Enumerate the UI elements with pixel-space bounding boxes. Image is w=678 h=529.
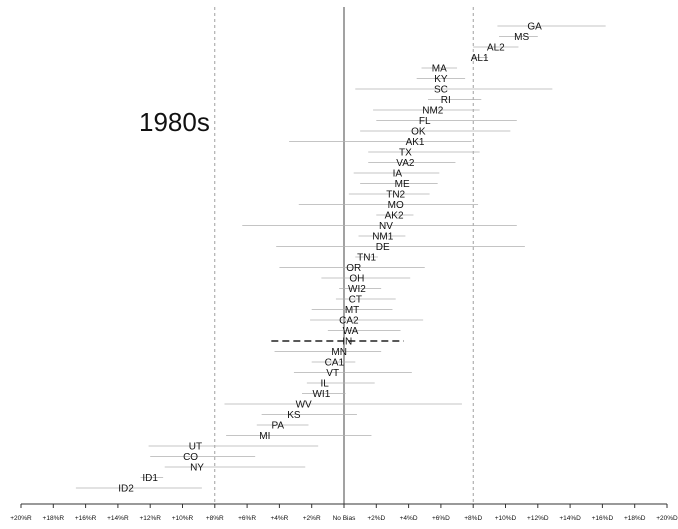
point-label-or: OR <box>346 263 361 274</box>
point-label-nv: NV <box>379 221 393 232</box>
point-label-mt: MT <box>345 305 359 316</box>
x-tick-label: +6%R <box>238 515 256 522</box>
x-tick-label: +6%D <box>432 515 450 522</box>
point-label-ca2: CA2 <box>339 316 359 327</box>
x-tick-label: +10%R <box>172 515 194 522</box>
x-tick-label: +2%R <box>303 515 321 522</box>
point-label-ca1: CA1 <box>325 358 345 369</box>
point-label-wi2: WI2 <box>348 284 366 295</box>
x-tick-label: +2%D <box>367 515 385 522</box>
point-label-fl: FL <box>419 116 431 127</box>
x-tick-label: +4%D <box>400 515 418 522</box>
point-label-ri: RI <box>441 95 451 106</box>
point-label-mi: MI <box>259 431 270 442</box>
x-tick-label: +14%R <box>107 515 129 522</box>
point-label-id2: ID2 <box>118 484 134 495</box>
point-label-ak2: AK2 <box>385 211 404 222</box>
x-tick-label: +10%D <box>495 515 517 522</box>
x-tick-label: +18%R <box>43 515 65 522</box>
x-tick-label: +12%R <box>139 515 161 522</box>
x-axis: +20%R +18%R +16%R +14%R +12%R +10%R +8%R +6%R +4… <box>10 503 678 522</box>
point-label-wv: WV <box>296 400 312 411</box>
point-label-tn2: TN2 <box>386 190 405 201</box>
point-label-in: IN <box>342 337 352 348</box>
x-tick-label: +14%D <box>559 515 581 522</box>
point-label-ct: CT <box>349 295 362 306</box>
point-label-ia: IA <box>393 169 403 180</box>
point-label-de: DE <box>376 242 390 253</box>
point-label-pa: PA <box>271 421 284 432</box>
point-label-ga: GA <box>527 22 542 33</box>
point-label-mo: MO <box>388 200 404 211</box>
x-tick-label: +18%D <box>624 515 646 522</box>
point-label-nm1: NM1 <box>372 232 394 243</box>
point-label-al2: AL2 <box>487 43 505 54</box>
point-label-ms: MS <box>514 32 529 43</box>
point-label-mn: MN <box>331 347 347 358</box>
point-label-ma: MA <box>432 64 447 75</box>
point-label-ny: NY <box>190 463 204 474</box>
x-tick-label: +16%D <box>592 515 614 522</box>
point-label-vt: VT <box>326 368 339 379</box>
point-label-al1: AL1 <box>471 53 489 64</box>
x-tick-label: +8%R <box>206 515 224 522</box>
point-label-ky: KY <box>434 74 448 85</box>
point-label-me: ME <box>395 179 410 190</box>
x-tick-label: No Bias <box>333 515 357 522</box>
decade-annotation: 1980s <box>139 107 210 137</box>
point-label-ks: KS <box>287 410 301 421</box>
point-label-co: CO <box>183 452 198 463</box>
point-label-oh: OH <box>349 274 364 285</box>
x-tick-label: +20%D <box>656 515 678 522</box>
point-label-id1: ID1 <box>142 473 158 484</box>
point-label-ok: OK <box>411 127 426 138</box>
point-label-wi1: WI1 <box>312 389 330 400</box>
point-label-sc: SC <box>434 85 448 96</box>
reference-lines <box>214 7 474 504</box>
point-label-wa: WA <box>343 326 359 337</box>
x-tick-label: +4%R <box>270 515 288 522</box>
point-label-nm2: NM2 <box>422 106 444 117</box>
x-tick-label: +20%R <box>10 515 32 522</box>
x-tick-label: +16%R <box>75 515 97 522</box>
point-label-ut: UT <box>189 442 202 453</box>
point-label-va2: VA2 <box>396 158 415 169</box>
x-tick-label: +8%D <box>464 515 482 522</box>
x-tick-label: +12%D <box>527 515 549 522</box>
point-label-ak1: AK1 <box>406 137 425 148</box>
point-label-tn1: TN1 <box>357 253 376 264</box>
interval-lines <box>75 25 606 489</box>
point-label-il: IL <box>320 379 329 390</box>
point-label-tx: TX <box>399 148 412 159</box>
